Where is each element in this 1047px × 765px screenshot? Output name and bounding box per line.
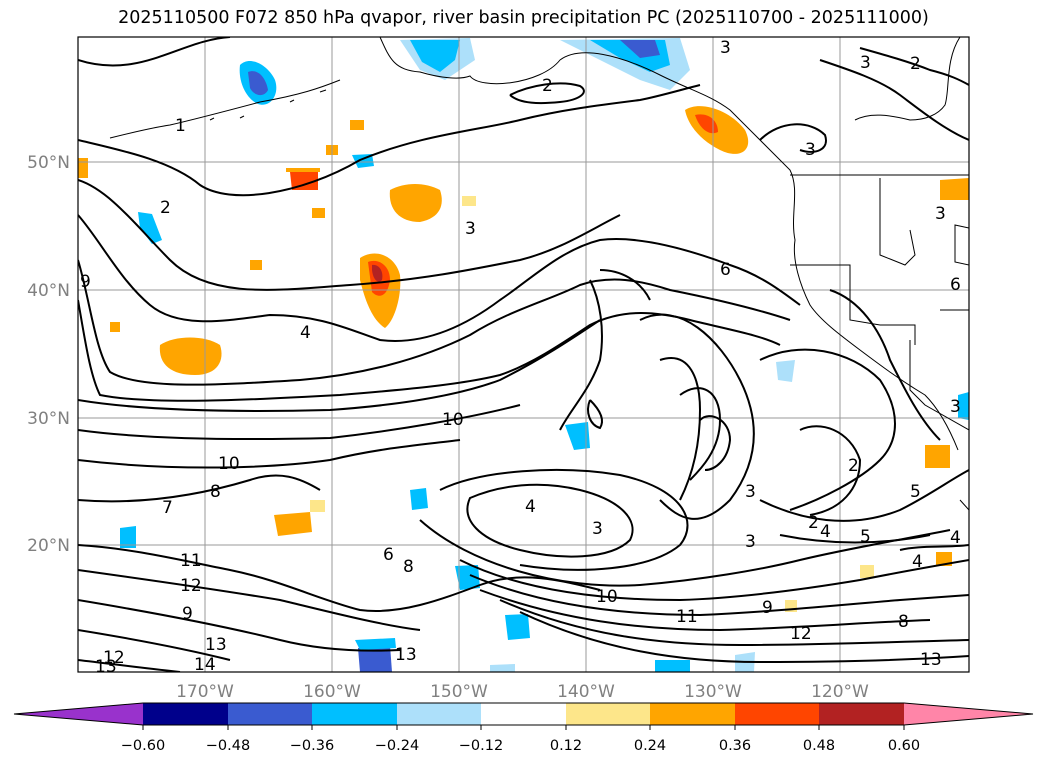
- contour-label: 4: [912, 552, 923, 572]
- colorbar-bin: [397, 703, 481, 725]
- colorbar-bin: [312, 703, 397, 725]
- lat-label: 40°N: [27, 281, 70, 301]
- contour-label: 13: [395, 645, 417, 665]
- contour-label: 5: [860, 527, 871, 547]
- contour-label: 13: [205, 635, 227, 655]
- lat-label: 20°N: [27, 536, 70, 556]
- lon-label: 150°W: [430, 682, 488, 702]
- colorbar-tick-label: −0.60: [121, 738, 165, 754]
- contour-label: 3: [465, 219, 476, 239]
- contour-label: 11: [676, 607, 698, 627]
- colorbar-bin: [143, 703, 228, 725]
- contour-label: 8: [210, 482, 221, 502]
- lon-label: 130°W: [684, 682, 742, 702]
- contour-label: 6: [950, 275, 961, 295]
- contour-label: 3: [860, 53, 871, 73]
- contour-label: 5: [910, 482, 921, 502]
- contour-label: 6: [383, 545, 394, 565]
- map-frame: [77, 36, 970, 673]
- colorbar-tick-label: 0.12: [550, 738, 582, 754]
- contour-label: 2: [910, 54, 921, 74]
- map-title: 2025110500 F072 850 hPa qvapor, river ba…: [118, 8, 929, 28]
- coastlines: [109, 37, 969, 511]
- contour-label: 10: [596, 587, 618, 607]
- colorbar-over-extension: [904, 703, 1033, 725]
- contour-label: 2: [808, 513, 819, 533]
- contour-label: 11: [180, 551, 202, 571]
- contour-label: 6: [720, 260, 731, 280]
- contour-label: 9: [762, 598, 773, 618]
- lat-label: 30°N: [27, 409, 70, 429]
- contour-label: 13: [920, 650, 942, 670]
- contour-label: 3: [592, 519, 603, 539]
- lon-label: 120°W: [811, 682, 869, 702]
- contour-label: 12: [180, 576, 202, 596]
- contour-label: 2: [848, 456, 859, 476]
- contour-label: 3: [950, 397, 961, 417]
- contour-labels: 3 2 1 2 3 2 3 3 3 6 4 10 10 8 7 4 3 3 2 …: [80, 38, 961, 677]
- precip-shading: [78, 38, 969, 672]
- lon-label: 160°W: [303, 682, 361, 702]
- colorbar-tick-label: −0.12: [459, 738, 503, 754]
- lon-label: 140°W: [557, 682, 615, 702]
- colorbar-under-extension: [14, 703, 143, 725]
- longitude-labels: 170°W 160°W 150°W 140°W 130°W 120°W: [176, 682, 869, 702]
- contour-label: 9: [182, 604, 193, 624]
- contour-label: 3: [745, 482, 756, 502]
- colorbar: −0.60 −0.48 −0.36 −0.24 −0.12 0.12 0.24 …: [13, 702, 1034, 754]
- contour-label: 3: [805, 140, 816, 160]
- colorbar-bin: [650, 703, 735, 725]
- colorbar-tick-label: −0.36: [290, 738, 334, 754]
- contour-label: 7: [162, 498, 173, 518]
- colorbar-tick-label: −0.24: [375, 738, 419, 754]
- contour-label: 3: [935, 204, 946, 224]
- contour-label: 2: [160, 198, 171, 218]
- contour-label: 2: [542, 76, 553, 96]
- contour-label: 9: [80, 272, 91, 292]
- colorbar-bin: [481, 703, 566, 725]
- contour-label: 3: [720, 38, 731, 58]
- contour-label: 10: [442, 410, 464, 430]
- contour-label: 12: [103, 648, 125, 668]
- contour-label: 4: [820, 522, 831, 542]
- contour-label: 12: [790, 624, 812, 644]
- contour-label: 13: [95, 657, 117, 677]
- contour-label: 1: [175, 116, 186, 136]
- colorbar-bin: [566, 703, 650, 725]
- contour-label: 4: [300, 323, 311, 343]
- colorbar-tick-label: 0.48: [803, 738, 835, 754]
- contour-label: 10: [218, 454, 240, 474]
- colorbar-bin: [735, 703, 819, 725]
- colorbar-tick-label: 0.60: [888, 738, 920, 754]
- colorbar-bin: [819, 703, 904, 725]
- contour-label: 4: [950, 528, 961, 548]
- contour-label: 14: [194, 655, 216, 675]
- contour-label: 3: [745, 532, 756, 552]
- lon-label: 170°W: [176, 682, 234, 702]
- qvapor-contours: [78, 37, 969, 672]
- lat-label: 50°N: [27, 153, 70, 173]
- colorbar-tick-label: 0.24: [634, 738, 666, 754]
- latitude-labels: 50°N 40°N 30°N 20°N: [27, 153, 70, 556]
- contour-label: 8: [898, 612, 909, 632]
- colorbar-tick-label: −0.48: [206, 738, 250, 754]
- contour-label: 8: [403, 557, 414, 577]
- contour-label: 4: [525, 497, 536, 517]
- colorbar-tick-label: 0.36: [719, 738, 751, 754]
- colorbar-bin: [228, 703, 312, 725]
